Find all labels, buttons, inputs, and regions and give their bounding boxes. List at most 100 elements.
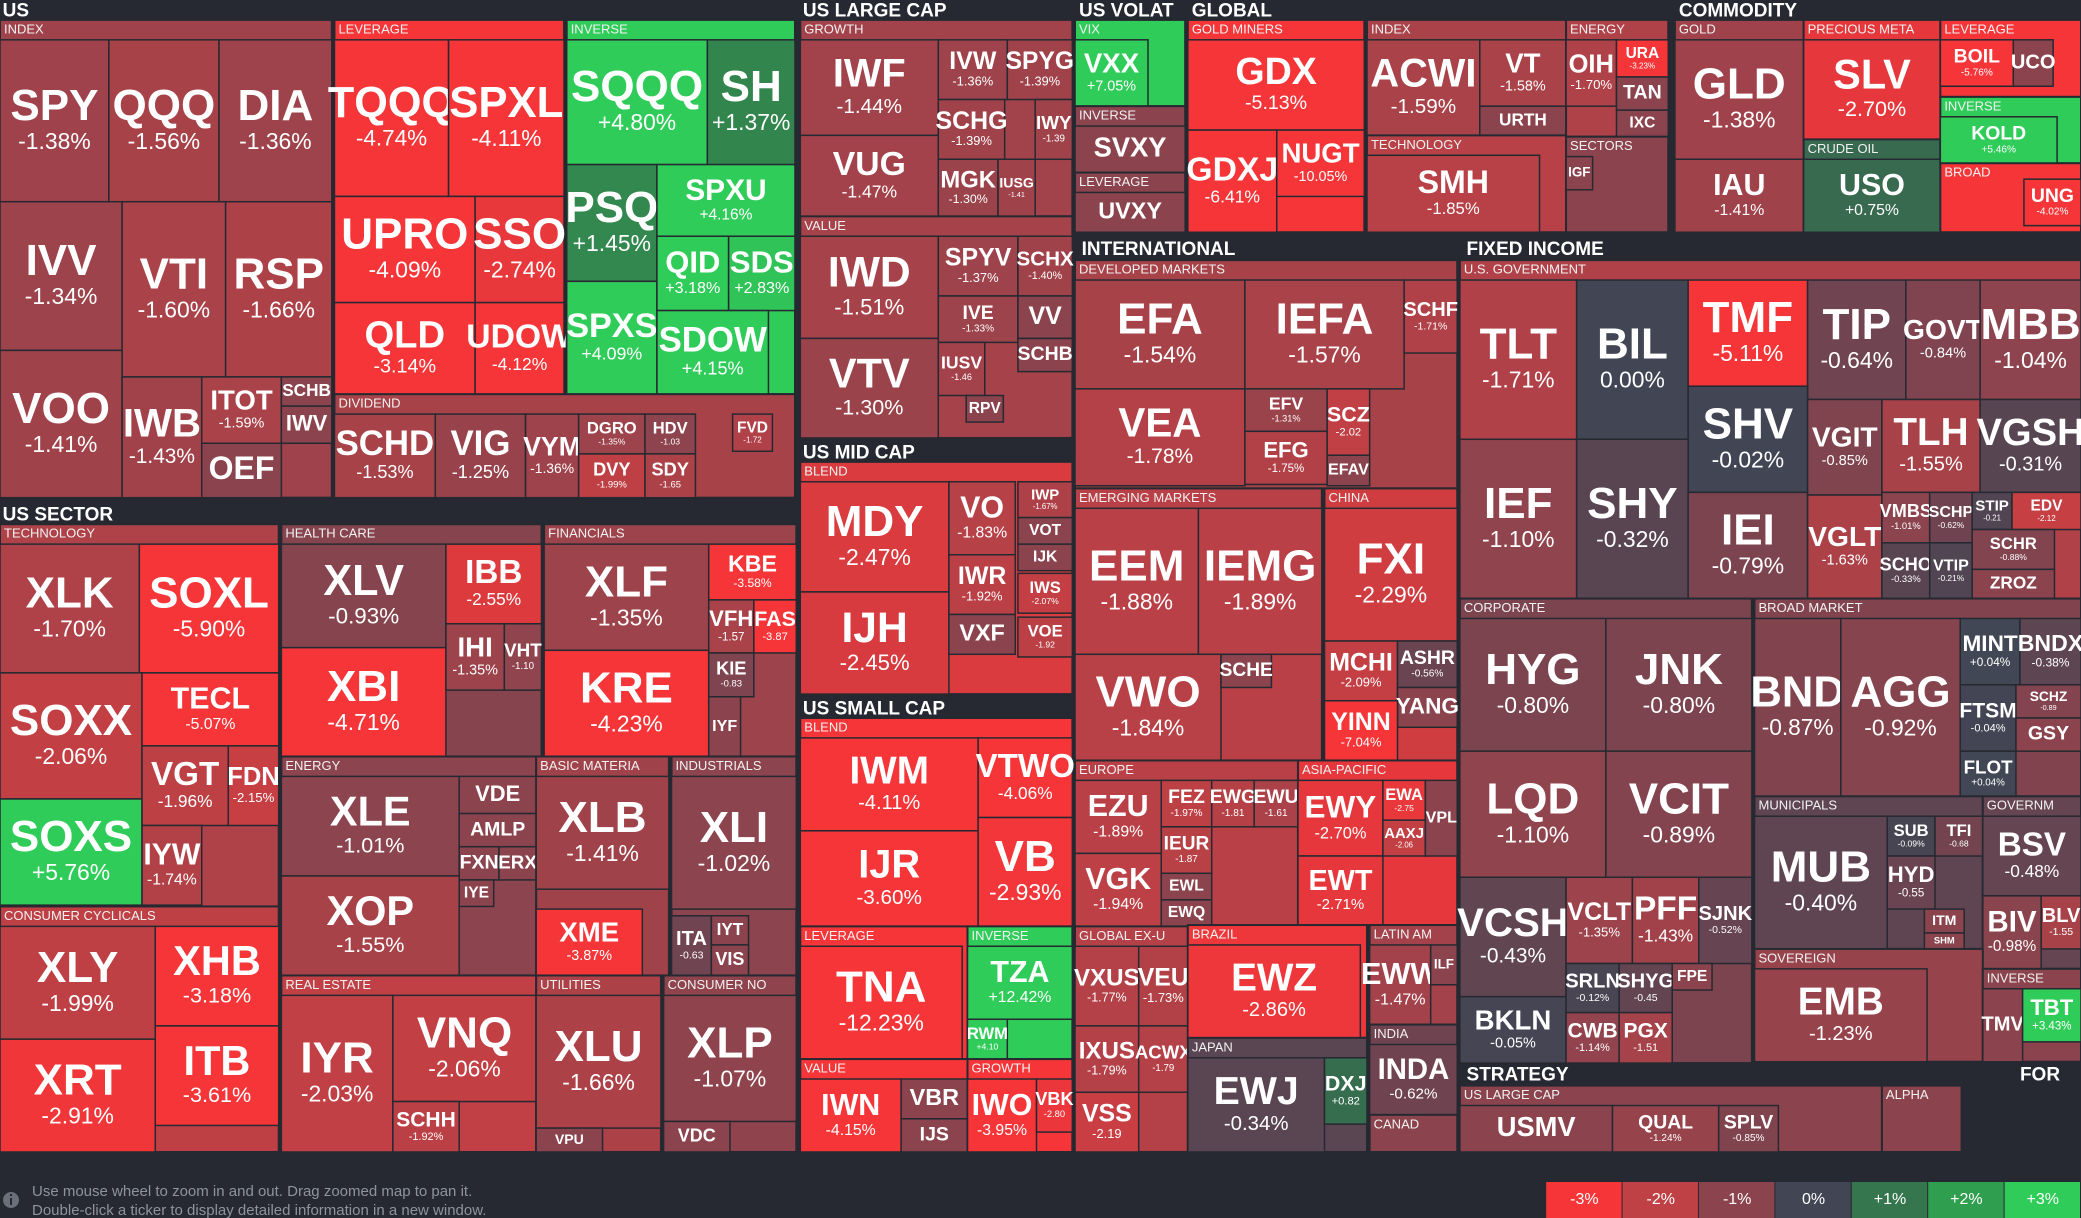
price-change[interactable]: -1.75% — [1268, 463, 1304, 475]
ticker-symbol[interactable]: SCHZ — [2030, 689, 2068, 704]
ticker-symbol[interactable]: KRE — [580, 663, 673, 712]
ticker-symbol[interactable]: SUB — [1894, 821, 1929, 840]
ticker-symbol[interactable]: ITB — [184, 1037, 251, 1084]
price-change[interactable]: -1.59% — [219, 416, 265, 432]
ticker-symbol[interactable]: BIV — [1987, 906, 2037, 939]
ticker-tile[interactable]: ACWX-1.79 — [1135, 1025, 1192, 1094]
ticker-tile[interactable]: EWL — [1160, 872, 1213, 901]
price-change[interactable]: -0.84% — [1920, 346, 1966, 362]
price-change[interactable]: +0.04% — [1971, 778, 2005, 789]
tile[interactable] — [535, 908, 644, 977]
price-change[interactable]: -1.81 — [1221, 808, 1244, 819]
price-change[interactable]: -1.04% — [1994, 347, 2067, 373]
ticker-symbol[interactable]: EMB — [1798, 980, 1884, 1023]
price-change[interactable]: -3.60% — [856, 886, 922, 909]
ticker-symbol[interactable]: VDC — [678, 1125, 716, 1145]
ticker-tile[interactable]: FVD-1.72 — [731, 413, 774, 452]
price-change[interactable]: -1.79 — [1152, 1063, 1174, 1074]
ticker-symbol[interactable]: SHYG — [1617, 971, 1674, 993]
price-change[interactable]: -1.59% — [1391, 95, 1457, 118]
ticker-symbol[interactable]: SCHF — [1403, 299, 1458, 321]
ticker-symbol[interactable]: VTI — [140, 249, 208, 298]
ticker-tile[interactable]: VNQ-2.06% — [392, 994, 537, 1103]
ticker-symbol[interactable]: FXN — [460, 851, 499, 873]
tile[interactable] — [565, 280, 658, 395]
ticker-tile[interactable]: TNA-12.23% — [799, 945, 963, 1060]
price-change[interactable]: +4.09% — [581, 344, 642, 364]
price-change[interactable]: -1.40% — [1028, 270, 1062, 282]
price-change[interactable]: -1.36% — [239, 128, 312, 154]
ticker-symbol[interactable]: IYT — [717, 919, 744, 939]
tile[interactable] — [1459, 995, 1567, 1064]
price-change[interactable]: -5.76% — [1961, 67, 1993, 78]
ticker-tile[interactable]: RWM+4.10 — [966, 1018, 1009, 1060]
ticker-symbol[interactable]: SPYG — [1006, 48, 1074, 75]
ticker-symbol[interactable]: VGK — [1085, 862, 1151, 896]
price-change[interactable]: -1.10% — [1497, 821, 1570, 847]
ticker-symbol[interactable]: IJS — [920, 1124, 949, 1146]
tile[interactable] — [753, 599, 798, 654]
ticker-tile[interactable]: EWW-1.47% — [1361, 944, 1441, 1026]
ticker-symbol[interactable]: SPY — [10, 81, 98, 130]
ticker-tile[interactable]: IHI-1.35% — [445, 623, 506, 691]
tile[interactable] — [0, 349, 123, 499]
ticker-symbol[interactable]: SOXX — [10, 696, 132, 745]
ticker-symbol[interactable]: IJR — [858, 843, 920, 887]
tile[interactable] — [543, 649, 710, 758]
ticker-tile[interactable]: VYM-1.36% — [523, 413, 581, 499]
ticker-symbol[interactable]: TNA — [836, 963, 926, 1012]
tile[interactable] — [1479, 105, 1567, 137]
tile[interactable] — [977, 816, 1074, 928]
ticker-tile[interactable]: KIE-0.83 — [707, 652, 755, 698]
ticker-tile[interactable]: SCHD-1.53% — [333, 413, 437, 499]
ticker-tile[interactable]: DXJ+0.82 — [1323, 1057, 1368, 1125]
price-change[interactable]: -0.12% — [1576, 992, 1609, 1004]
ticker-tile[interactable]: GOVT-0.84% — [1903, 279, 1983, 401]
price-change[interactable]: -1.73% — [1143, 990, 1184, 1005]
ticker-tile[interactable]: DGRO-1.35% — [577, 413, 646, 455]
price-change[interactable]: -0.55 — [1898, 888, 1924, 900]
ticker-symbol[interactable]: ITA — [676, 928, 707, 950]
ticker-symbol[interactable]: XLU — [555, 1022, 643, 1071]
price-change[interactable]: -2.91% — [41, 1103, 114, 1129]
ticker-symbol[interactable]: ASHR — [1400, 647, 1455, 669]
ticker-symbol[interactable]: TBT — [2030, 995, 2073, 1020]
price-change[interactable]: -0.45 — [1634, 992, 1658, 1004]
ticker-symbol[interactable]: SCHO — [1880, 554, 1932, 574]
tile[interactable] — [1187, 39, 1366, 131]
tile[interactable] — [1565, 876, 1634, 965]
tile[interactable] — [2019, 617, 2081, 686]
ticker-tile[interactable]: SMH-1.85% — [1366, 154, 1541, 234]
ticker-symbol[interactable]: IVV — [26, 236, 98, 285]
price-change[interactable]: -5.90% — [173, 616, 246, 642]
tile[interactable] — [937, 235, 1019, 297]
ticker-symbol[interactable]: SOXL — [149, 569, 269, 618]
ticker-tile[interactable]: IYR-2.03% — [280, 994, 394, 1153]
price-change[interactable]: -5.07% — [185, 716, 235, 733]
ticker-symbol[interactable]: IWO — [972, 1088, 1033, 1122]
ticker-symbol[interactable]: GSY — [2028, 723, 2069, 745]
ticker-symbol[interactable]: QID — [665, 245, 720, 280]
price-change[interactable]: +0.82 — [1332, 1096, 1360, 1108]
tile[interactable] — [1187, 129, 1278, 234]
ticker-symbol[interactable]: ITOT — [210, 384, 272, 415]
price-change[interactable]: -1.24% — [1650, 1133, 1682, 1144]
ticker-tile[interactable]: TIP-0.64% — [1806, 279, 1907, 401]
tile[interactable] — [1074, 279, 1246, 390]
ticker-tile[interactable]: USMV — [1459, 1104, 1614, 1153]
ticker-symbol[interactable]: DGRO — [587, 419, 637, 438]
price-change[interactable]: -3.95% — [977, 1122, 1027, 1139]
ticker-symbol[interactable]: VXF — [959, 620, 1005, 646]
price-change[interactable]: +4.10 — [977, 1042, 999, 1052]
tile[interactable] — [1382, 819, 1427, 857]
price-change[interactable]: -4.11% — [858, 792, 920, 814]
tile[interactable] — [218, 39, 333, 203]
price-change[interactable]: -1.36% — [530, 460, 574, 476]
ticker-symbol[interactable]: EWT — [1308, 865, 1372, 897]
ticker-symbol[interactable]: IWB — [123, 400, 201, 445]
ticker-symbol[interactable]: EFV — [1269, 394, 1304, 414]
ticker-symbol[interactable]: TQQQ — [328, 79, 455, 127]
ticker-tile[interactable]: TECL-5.07% — [141, 672, 280, 747]
ticker-symbol[interactable]: VV — [1028, 302, 1062, 330]
ticker-tile[interactable]: SCHF-1.71% — [1403, 279, 1458, 354]
